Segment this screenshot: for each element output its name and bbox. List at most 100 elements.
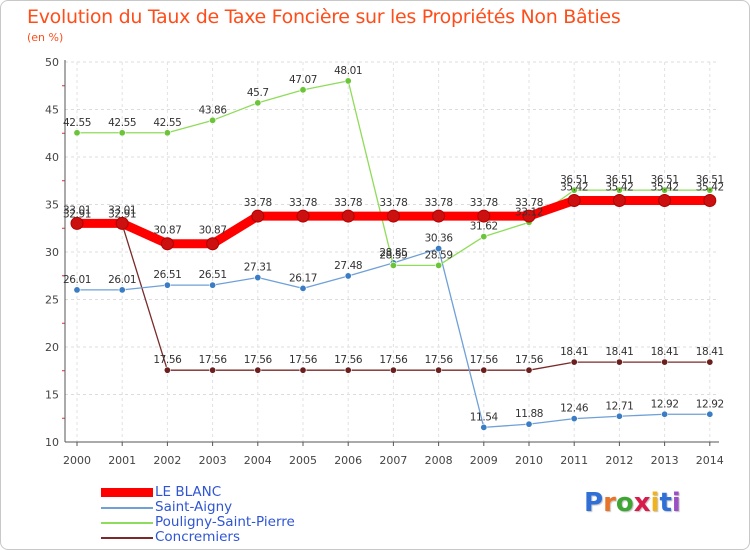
x-tick-label: 2001 (108, 454, 136, 467)
data-point (254, 99, 262, 107)
data-label: 35.42 (560, 182, 588, 194)
data-point (615, 186, 623, 194)
data-point (299, 284, 307, 292)
data-point (480, 366, 488, 374)
legend-swatch (101, 536, 153, 539)
data-label: 12.92 (651, 398, 679, 410)
data-label: 33.12 (515, 206, 543, 218)
data-label: 33.78 (244, 197, 272, 209)
data-point (570, 358, 578, 366)
data-point (341, 209, 355, 223)
data-label: 35.42 (696, 182, 724, 194)
y-tick-label: 30 (45, 246, 59, 259)
data-point (160, 237, 174, 251)
data-point (480, 233, 488, 241)
data-point (615, 358, 623, 366)
data-point (344, 272, 352, 280)
data-point (163, 129, 171, 137)
data-label: 17.56 (199, 354, 228, 366)
x-tick-label: 2005 (289, 454, 317, 467)
data-label: 36.51 (605, 174, 633, 186)
data-label: 35.42 (651, 182, 679, 194)
data-label: 17.56 (470, 354, 499, 366)
data-point (299, 366, 307, 374)
data-point (570, 415, 578, 423)
data-label: 27.31 (244, 262, 272, 274)
legend-label: Saint-Aigny (155, 499, 233, 515)
logo-letter: x (633, 488, 651, 518)
data-label: 35.42 (605, 182, 633, 194)
data-label: 18.41 (605, 346, 633, 358)
data-point (251, 209, 265, 223)
legend-label: Concremiers (155, 529, 241, 545)
x-tick-label: 2003 (199, 454, 227, 467)
data-point (163, 281, 171, 289)
data-label: 33.78 (379, 197, 407, 209)
logo-letter: o (615, 488, 634, 518)
data-label: 32.91 (63, 208, 91, 220)
y-tick-label: 45 (45, 104, 59, 117)
data-point (706, 358, 714, 366)
data-point (612, 194, 626, 208)
legend-swatch (101, 506, 153, 509)
legend-swatch (101, 488, 153, 497)
data-point (615, 412, 623, 420)
legend-label: LE BLANC (155, 484, 222, 500)
x-tick-label: 2004 (244, 454, 272, 467)
data-point (480, 423, 488, 431)
data-label: 27.48 (334, 260, 362, 272)
data-label: 45.7 (247, 87, 269, 99)
y-tick-label: 15 (45, 389, 59, 402)
logo-letter: i (650, 488, 660, 518)
data-label: 33.01 (63, 204, 91, 216)
data-label: 42.55 (153, 117, 181, 129)
logo-letter: t (659, 488, 672, 518)
data-label: 18.41 (560, 346, 588, 358)
data-label: 47.07 (289, 74, 317, 86)
data-label: 26.51 (153, 269, 181, 281)
data-point (386, 209, 400, 223)
data-label: 11.54 (470, 411, 499, 423)
x-tick-label: 2010 (515, 454, 543, 467)
data-label: 33.78 (425, 197, 453, 209)
data-label: 17.56 (244, 354, 273, 366)
data-point (73, 129, 81, 137)
data-label: 28.85 (379, 247, 407, 259)
data-point (389, 261, 397, 269)
data-label: 43.86 (199, 104, 228, 116)
x-tick-label: 2002 (153, 454, 181, 467)
data-point (477, 209, 491, 223)
y-tick-label: 50 (45, 56, 59, 69)
x-tick-label: 2008 (425, 454, 453, 467)
data-label: 30.87 (153, 225, 181, 237)
data-label: 33.78 (289, 197, 317, 209)
data-label: 33.78 (334, 197, 362, 209)
data-label: 17.56 (153, 354, 182, 366)
data-point (73, 286, 81, 294)
y-tick-label: 40 (45, 151, 59, 164)
data-label: 28.59 (379, 249, 407, 261)
data-label: 33.78 (515, 197, 543, 209)
y-tick-label: 10 (45, 436, 59, 449)
x-tick-label: 2012 (605, 454, 633, 467)
data-point (115, 216, 129, 230)
chart-title: Evolution du Taux de Taxe Foncière sur l… (27, 6, 621, 28)
data-label: 32.91 (108, 208, 136, 220)
x-tick-label: 2013 (651, 454, 679, 467)
data-point (432, 209, 446, 223)
data-point (163, 366, 171, 374)
data-point (206, 237, 220, 251)
data-label: 12.92 (696, 398, 724, 410)
data-point (706, 410, 714, 418)
data-point (209, 281, 217, 289)
y-tick-label: 35 (45, 199, 59, 212)
data-label: 28.59 (425, 249, 453, 261)
data-label: 17.56 (334, 354, 363, 366)
x-tick-label: 2007 (379, 454, 407, 467)
data-label: 17.56 (515, 354, 544, 366)
data-label: 33.01 (108, 204, 136, 216)
data-label: 42.55 (108, 117, 136, 129)
logo-letter: i (671, 488, 681, 518)
data-label: 11.88 (515, 408, 543, 420)
